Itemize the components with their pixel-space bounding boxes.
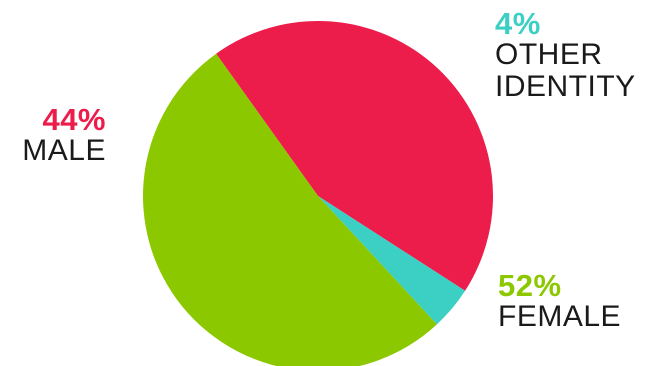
label-male: 44% MALE [8,104,106,167]
pct-other-identity: 4% [495,6,541,41]
label-female: 52% FEMALE [498,270,621,333]
name-female: FEMALE [498,300,622,333]
name-other-line2: IDENTITY [495,70,636,103]
pie-slice-female [143,53,437,366]
pct-female: 52% [498,268,562,303]
pie-slice-other-identity [318,196,466,325]
name-male: MALE [22,134,106,167]
name-other-line1: OTHER [495,38,603,71]
pie-slice-male [216,21,493,291]
label-other-identity: 4% OTHER IDENTITY [495,8,636,103]
pct-male: 44% [42,102,106,137]
